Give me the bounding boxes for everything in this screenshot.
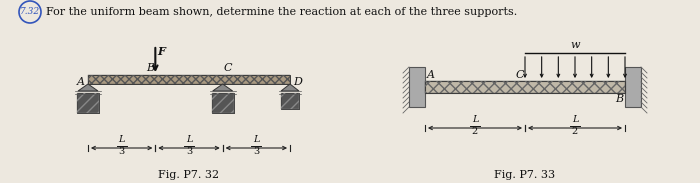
Text: w: w bbox=[570, 40, 580, 50]
Text: Fig. P7. 33: Fig. P7. 33 bbox=[494, 170, 556, 180]
Text: 3: 3 bbox=[253, 147, 260, 156]
Bar bbox=[409, 67, 425, 107]
Bar bbox=[281, 93, 299, 109]
Bar bbox=[211, 93, 234, 113]
Text: D: D bbox=[293, 77, 302, 87]
Bar bbox=[88, 75, 290, 84]
Bar bbox=[425, 81, 625, 93]
Text: B: B bbox=[146, 63, 154, 73]
Text: B: B bbox=[615, 94, 623, 104]
Text: C: C bbox=[224, 63, 232, 73]
Text: C: C bbox=[515, 70, 524, 80]
Text: 3: 3 bbox=[118, 147, 125, 156]
Polygon shape bbox=[78, 84, 98, 91]
Text: A: A bbox=[427, 70, 435, 80]
Bar bbox=[281, 93, 299, 109]
Text: 3: 3 bbox=[186, 147, 192, 156]
Text: L: L bbox=[186, 135, 192, 144]
Text: L: L bbox=[572, 115, 578, 124]
Text: 2: 2 bbox=[472, 126, 478, 135]
Polygon shape bbox=[281, 84, 299, 91]
Bar bbox=[77, 93, 99, 113]
Text: For the uniform beam shown, determine the reaction at each of the three supports: For the uniform beam shown, determine th… bbox=[46, 7, 517, 17]
Text: Fig. P7. 32: Fig. P7. 32 bbox=[158, 170, 220, 180]
Bar bbox=[425, 81, 625, 93]
Bar bbox=[625, 67, 641, 107]
Polygon shape bbox=[213, 84, 232, 91]
Text: L: L bbox=[472, 115, 478, 124]
Text: 2: 2 bbox=[572, 126, 578, 135]
Text: F: F bbox=[158, 46, 165, 57]
Bar bbox=[77, 93, 99, 113]
Bar bbox=[88, 75, 290, 84]
Text: A: A bbox=[77, 77, 85, 87]
Bar bbox=[211, 93, 234, 113]
Text: L: L bbox=[118, 135, 125, 144]
Text: L: L bbox=[253, 135, 260, 144]
Text: 7.32: 7.32 bbox=[20, 8, 40, 16]
